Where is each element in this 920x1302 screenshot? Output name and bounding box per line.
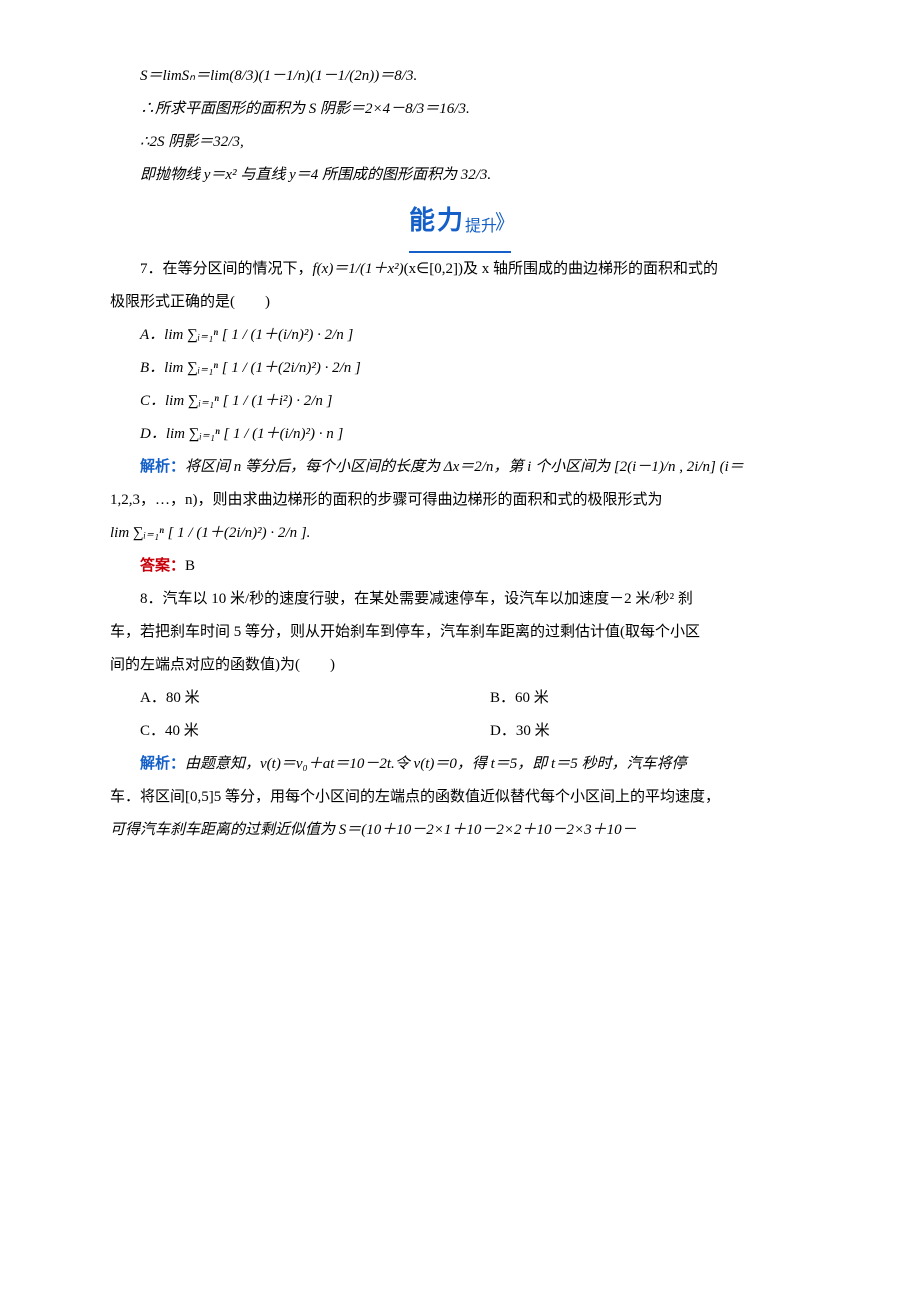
q7-solution-line2: 1,2,3，…，n)，则由求曲边梯形的面积的步骤可得曲边梯形的面积和式的极限形式… xyxy=(110,484,810,517)
q7-option-A: A．lim ∑ᵢ₌₁ⁿ [ 1 / (1＋(i/n)²) · 2/n ] xyxy=(110,319,810,352)
q8-stem-line2: 车，若把刹车时间 5 等分，则从开始刹车到停车，汽车刹车距离的过剩估计值(取每个… xyxy=(110,616,810,649)
q7-answer: 答案：B xyxy=(110,550,810,583)
q8-solution-line1: 解析：由题意知，v(t)＝v₀＋at＝10－2t.令 v(t)＝0，得 t＝5，… xyxy=(110,748,810,781)
worked-line-4: 即抛物线 y＝x² 与直线 y＝4 所围成的图形面积为 32/3. xyxy=(110,159,810,192)
q7-solution-line3: lim ∑ᵢ₌₁ⁿ [ 1 / (1＋(2i/n)²) · 2/n ]. xyxy=(110,517,810,550)
q7-stem-line2: 极限形式正确的是( ) xyxy=(110,286,810,319)
worked-line-1: S＝limSₙ＝lim(8/3)(1－1/n)(1－1/(2n))＝8/3. xyxy=(110,60,810,93)
solution-label: 解析： xyxy=(140,459,185,475)
worked-line-3: ∴2S 阴影＝32/3, xyxy=(110,126,810,159)
q8-solution-line3: 可得汽车刹车距离的过剩近似值为 S＝(10＋10－2×1＋10－2×2＋10－2… xyxy=(110,814,810,847)
q8-option-B: B．60 米 xyxy=(460,682,810,715)
q8-option-D: D．30 米 xyxy=(460,715,810,748)
q8-solution-line2: 车．将区间[0,5]5 等分，用每个小区间的左端点的函数值近似替代每个小区间上的… xyxy=(110,781,810,814)
q7-stem-line1: 7．在等分区间的情况下，f(x)＝1/(1＋x²)(x∈[0,2])及 x 轴所… xyxy=(110,253,810,286)
answer-label: 答案： xyxy=(140,558,185,574)
q8-stem-line3: 间的左端点对应的函数值)为( ) xyxy=(110,649,810,682)
solution-label: 解析： xyxy=(140,756,185,772)
worked-line-2: ∴所求平面图形的面积为 S 阴影＝2×4－8/3＝16/3. xyxy=(110,93,810,126)
q7-option-C: C．lim ∑ᵢ₌₁ⁿ [ 1 / (1＋i²) · 2/n ] xyxy=(110,385,810,418)
q7-solution-line1: 解析：将区间 n 等分后，每个小区间的长度为 Δx＝2/n，第 i 个小区间为 … xyxy=(110,451,810,484)
q8-options: A．80 米 B．60 米 C．40 米 D．30 米 xyxy=(110,682,810,748)
q8-option-C: C．40 米 xyxy=(110,715,460,748)
q7-option-D: D．lim ∑ᵢ₌₁ⁿ [ 1 / (1＋(i/n)²) · n ] xyxy=(110,418,810,451)
q8-option-A: A．80 米 xyxy=(110,682,460,715)
q8-stem-line1: 8．汽车以 10 米/秒的速度行驶，在某处需要减速停车，设汽车以加速度－2 米/… xyxy=(110,583,810,616)
q7-option-B: B．lim ∑ᵢ₌₁ⁿ [ 1 / (1＋(2i/n)²) · 2/n ] xyxy=(110,352,810,385)
section-banner-ability: 能力提升》 xyxy=(110,192,810,253)
